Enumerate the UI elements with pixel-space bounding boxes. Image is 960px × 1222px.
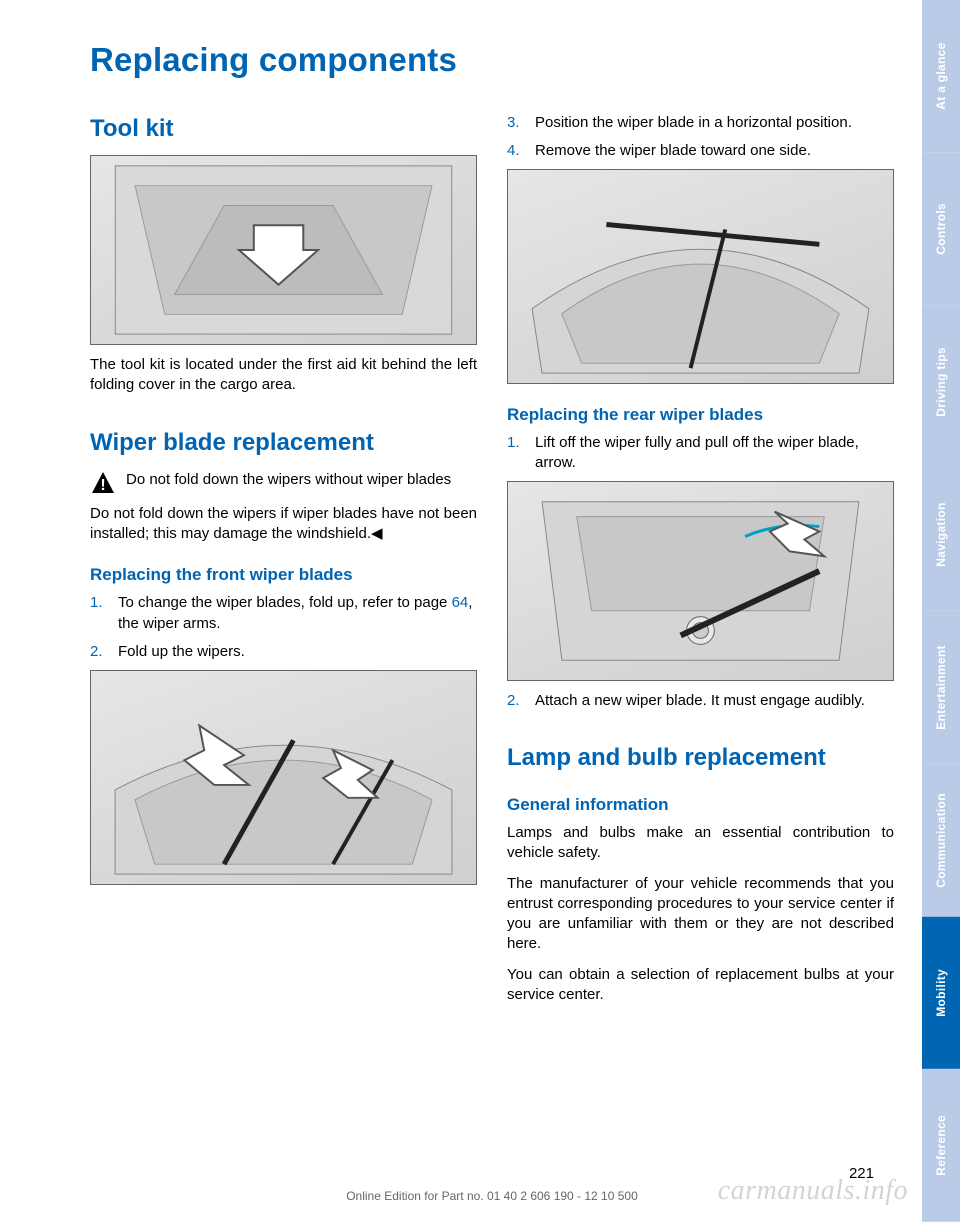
tab-at-a-glance[interactable]: At a glance [922,0,960,153]
rear-wiper-heading: Replacing the rear wiper blades [507,404,894,427]
step-number: 2. [90,642,108,662]
step-text: Attach a new wiper blade. It must engage… [535,691,865,711]
warning-icon: ! [90,470,116,496]
right-column: 3. Position the wiper blade in a horizon… [507,113,894,1202]
step-text: Lift off the wiper fully and pull off th… [535,433,894,474]
page-title: Replacing components [90,38,894,83]
warning-title: Do not fold down the wipers without wipe… [126,470,451,490]
step-number: 1. [90,593,108,634]
tool-kit-image [90,155,477,345]
tool-kit-caption: The tool kit is located under the first … [90,355,477,396]
wiper-horizontal-image [507,169,894,384]
front-steps: 1. To change the wiper blades, fold up, … [90,593,477,662]
step-text: Position the wiper blade in a horizontal… [535,113,852,133]
step-number: 1. [507,433,525,474]
rear-steps: 1. Lift off the wiper fully and pull off… [507,433,894,474]
lamp-p2: The manufacturer of your vehicle recomme… [507,874,894,955]
tab-reference[interactable]: Reference [922,1069,960,1222]
tab-entertainment[interactable]: Entertainment [922,611,960,764]
step-number: 2. [507,691,525,711]
left-column: Tool kit The tool kit is located under t… [90,113,477,1202]
tab-navigation[interactable]: Navigation [922,458,960,611]
page-link-64[interactable]: 64 [452,594,469,611]
step-number: 3. [507,113,525,133]
svg-text:!: ! [100,477,105,494]
tab-mobility[interactable]: Mobility [922,917,960,1070]
tab-driving-tips[interactable]: Driving tips [922,306,960,459]
edition-line: Online Edition for Part no. 01 40 2 606 … [346,1188,638,1204]
step1-pre: To change the wiper blades, fold up, ref… [118,594,452,611]
page-number: 221 [849,1164,894,1184]
step-text: Remove the wiper blade toward one side. [535,141,811,161]
page-footer: 221 Online Edition for Part no. 01 40 2 … [90,1164,894,1204]
front-wiper-heading: Replacing the front wiper blades [90,564,477,587]
tab-communication[interactable]: Communication [922,764,960,917]
step-text: Fold up the wipers. [118,642,245,662]
side-tabs: At a glance Controls Driving tips Naviga… [922,0,960,1222]
tool-kit-heading: Tool kit [90,113,477,145]
rear-steps-2: 2. Attach a new wiper blade. It must eng… [507,691,894,711]
step-text: To change the wiper blades, fold up, ref… [118,593,477,634]
rear-wiper-image [507,481,894,681]
step-number: 4. [507,141,525,161]
lamp-heading: Lamp and bulb replacement [507,742,894,774]
warning-notice: ! Do not fold down the wipers without wi… [90,470,477,496]
wiper-heading: Wiper blade replacement [90,427,477,459]
warning-body: Do not fold down the wipers if wiper bla… [90,504,477,545]
lamp-p1: Lamps and bulbs make an essential contri… [507,823,894,864]
front-wiper-image [90,670,477,885]
front-steps-cont: 3. Position the wiper blade in a horizon… [507,113,894,162]
tab-controls[interactable]: Controls [922,153,960,306]
lamp-sub: General information [507,794,894,817]
lamp-p3: You can obtain a selection of replacemen… [507,965,894,1006]
